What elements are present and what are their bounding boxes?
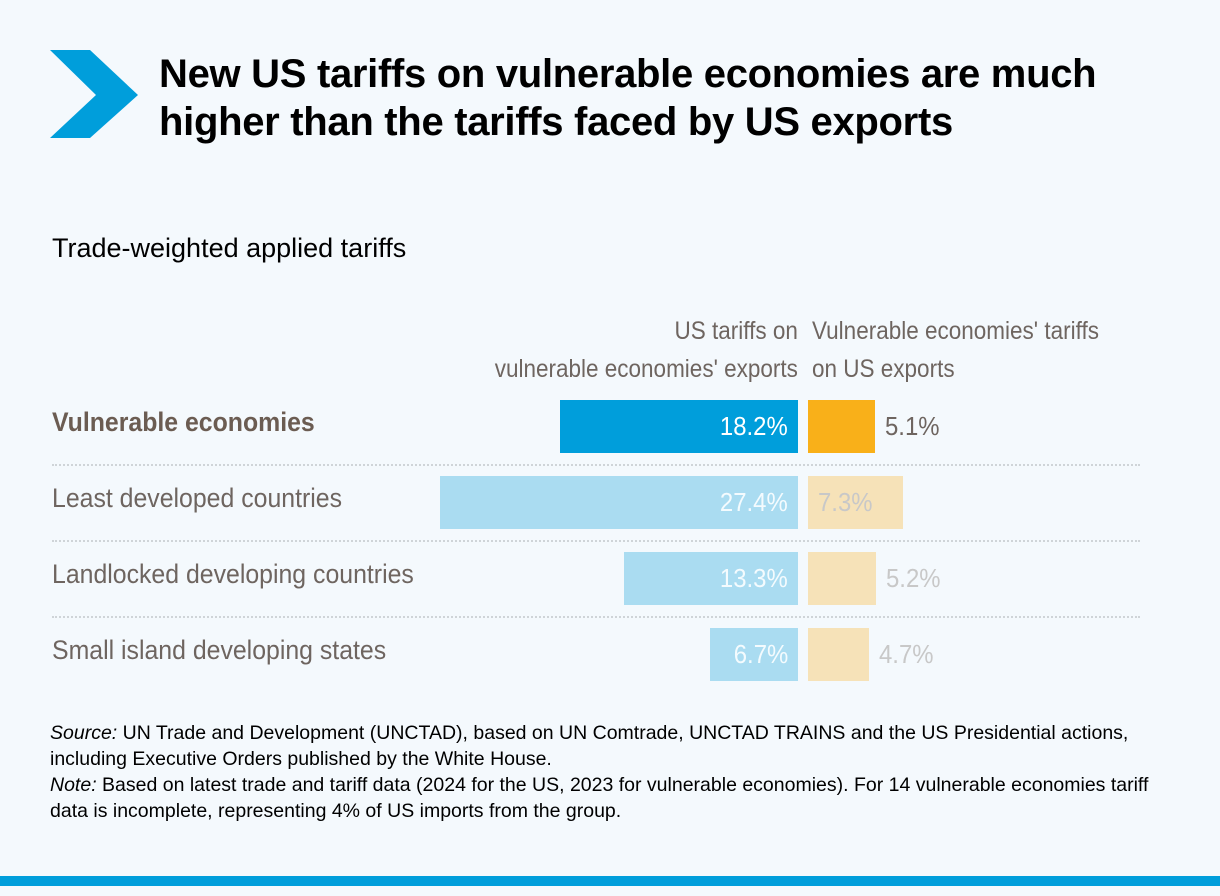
data-label-us-tariff: 6.7% bbox=[733, 639, 788, 669]
category-label: Landlocked developing countries bbox=[52, 559, 414, 589]
column-header-line: Vulnerable economies' tariffs bbox=[812, 317, 1099, 345]
row-divider bbox=[52, 540, 1140, 542]
data-label-us-tariff: 13.3% bbox=[720, 563, 788, 593]
source-text: UN Trade and Development (UNCTAD), based… bbox=[50, 722, 1129, 770]
brand-bottom-bar bbox=[0, 876, 1220, 886]
data-label-vulnerable-tariff: 4.7% bbox=[879, 639, 934, 669]
data-label-vulnerable-tariff: 5.1% bbox=[884, 411, 940, 441]
category-label: Small island developing states bbox=[52, 635, 387, 665]
bar-us-tariff bbox=[624, 552, 798, 605]
note-label: Note: bbox=[50, 774, 97, 796]
data-label-vulnerable-tariff: 7.3% bbox=[818, 487, 873, 517]
note-text: Based on latest trade and tariff data (2… bbox=[50, 774, 1149, 822]
chart-title: Trade-weighted applied tariffs bbox=[52, 233, 407, 263]
row-divider bbox=[52, 464, 1140, 466]
bar-us-tariff bbox=[710, 628, 798, 681]
column-header-line: on US exports bbox=[812, 355, 955, 383]
column-header-vulnerable-tariffs: Vulnerable economies' tariffs on US expo… bbox=[812, 312, 1099, 388]
source-label: Source: bbox=[50, 722, 118, 744]
column-header-us-tariffs: US tariffs on vulnerable economies' expo… bbox=[495, 312, 798, 388]
source-note: Source: UN Trade and Development (UNCTAD… bbox=[50, 720, 1170, 772]
footnotes: Source: UN Trade and Development (UNCTAD… bbox=[50, 720, 1170, 824]
note: Note: Based on latest trade and tariff d… bbox=[50, 772, 1170, 824]
bar-vulnerable-tariff bbox=[808, 400, 875, 453]
bar-vulnerable-tariff bbox=[808, 628, 870, 681]
column-header-line: US tariffs on bbox=[674, 317, 798, 345]
data-label-vulnerable-tariff: 5.2% bbox=[885, 563, 941, 593]
row-divider bbox=[52, 616, 1140, 618]
bar-us-tariff bbox=[439, 476, 798, 529]
column-header-line: vulnerable economies' exports bbox=[494, 355, 798, 383]
data-label-us-tariff: 27.4% bbox=[720, 487, 788, 517]
bar-vulnerable-tariff bbox=[808, 476, 904, 529]
category-label: Least developed countries bbox=[52, 483, 343, 513]
chevron-logo-icon bbox=[50, 50, 138, 138]
bar-us-tariff bbox=[560, 400, 798, 453]
data-label-us-tariff: 18.2% bbox=[720, 411, 788, 441]
bar-vulnerable-tariff bbox=[808, 552, 876, 605]
category-label: Vulnerable economies bbox=[52, 407, 315, 437]
page-title: New US tariffs on vulnerable economies a… bbox=[159, 52, 1097, 144]
